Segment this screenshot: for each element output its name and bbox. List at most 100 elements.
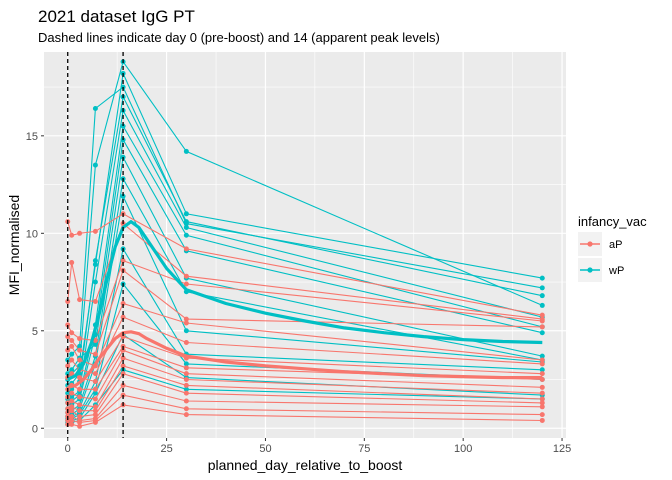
data-point-ap <box>120 382 126 388</box>
data-point-wp <box>539 293 545 299</box>
data-point-ap <box>183 412 189 418</box>
data-point-wp <box>183 386 189 392</box>
x-tick-label: 25 <box>160 443 172 455</box>
y-axis: 0 5 10 15 <box>26 131 44 435</box>
data-point-ap <box>539 412 545 418</box>
y-tick-label: 5 <box>32 326 38 338</box>
data-point-ap <box>77 402 83 408</box>
data-point-ap <box>65 347 71 353</box>
data-point-ap <box>539 324 545 330</box>
data-point-ap <box>65 417 71 423</box>
data-point-ap <box>69 421 75 427</box>
data-point-ap <box>539 400 545 406</box>
legend-dot-ap <box>587 241 593 247</box>
data-point-ap <box>183 406 189 412</box>
data-point-wp <box>120 193 126 199</box>
data-point-ap <box>539 384 545 390</box>
data-point-wp <box>92 106 98 112</box>
smooth-layer <box>66 220 543 389</box>
data-point-ap <box>69 338 75 344</box>
chart-subtitle: Dashed lines indicate day 0 (pre-boost) … <box>38 30 440 45</box>
data-point-ap <box>69 357 75 363</box>
data-point-ap <box>65 363 71 369</box>
smooth-line-wp <box>66 220 543 381</box>
legend: infancy_vac aP wP <box>578 214 647 282</box>
legend-label-wp: wP <box>608 265 624 277</box>
data-point-wp <box>92 261 98 267</box>
data-point-ap <box>183 371 189 377</box>
data-point-ap <box>65 299 71 305</box>
data-point-wp <box>183 148 189 154</box>
data-point-ap <box>183 382 189 388</box>
data-point-ap <box>92 228 98 234</box>
legend-title: infancy_vac <box>578 214 647 229</box>
data-point-ap <box>539 318 545 324</box>
data-point-ap <box>69 343 75 349</box>
data-point-ap <box>183 316 189 322</box>
data-point-wp <box>65 390 71 396</box>
data-point-wp <box>539 275 545 281</box>
data-point-wp <box>539 367 545 373</box>
data-point-ap <box>69 232 75 238</box>
data-point-ap <box>69 371 75 377</box>
data-point-ap <box>539 357 545 363</box>
y-tick-label: 10 <box>26 228 38 240</box>
data-point-ap <box>77 347 83 353</box>
legend-dot-wp <box>587 267 593 273</box>
smooth-line-ap <box>67 330 543 389</box>
data-point-ap <box>77 386 83 392</box>
data-point-ap <box>65 406 71 412</box>
y-tick-label: 0 <box>32 423 38 435</box>
x-tick-label: 100 <box>454 443 472 455</box>
data-point-wp <box>183 219 189 225</box>
data-point-ap <box>77 414 83 420</box>
data-point-ap <box>92 386 98 392</box>
data-point-ap <box>120 258 126 264</box>
data-point-wp <box>92 341 98 347</box>
data-point-ap <box>539 417 545 423</box>
data-point-ap <box>120 355 126 361</box>
data-point-wp <box>77 343 83 349</box>
data-point-ap <box>183 390 189 396</box>
data-point-ap <box>77 408 83 414</box>
data-point-ap <box>183 339 189 345</box>
data-point-wp <box>92 390 98 396</box>
data-point-ap <box>120 300 126 306</box>
data-point-ap <box>92 371 98 377</box>
y-axis-title: MFI_normalised <box>6 195 22 295</box>
data-point-wp <box>539 285 545 291</box>
x-tick-label: 125 <box>553 443 571 455</box>
data-point-ap <box>77 423 83 429</box>
data-point-ap <box>77 336 83 342</box>
data-point-wp <box>539 302 545 308</box>
x-tick-label: 75 <box>358 443 370 455</box>
legend-label-ap: aP <box>609 239 622 251</box>
data-point-wp <box>69 394 75 400</box>
data-point-ap <box>92 396 98 402</box>
data-point-ap <box>65 322 71 328</box>
data-point-ap <box>69 404 75 410</box>
data-point-ap <box>120 371 126 377</box>
data-point-ap <box>183 246 189 252</box>
data-point-ap <box>77 230 83 236</box>
data-point-ap <box>92 338 98 344</box>
data-point-ap <box>183 281 189 287</box>
data-point-ap <box>77 419 83 425</box>
points-layer <box>65 59 545 429</box>
data-point-wp <box>69 367 75 373</box>
data-point-ap <box>92 299 98 305</box>
data-point-ap <box>92 412 98 418</box>
data-point-ap <box>120 363 126 369</box>
data-point-ap <box>69 408 75 414</box>
data-point-ap <box>69 260 75 266</box>
x-tick-label: 0 <box>65 443 71 455</box>
data-point-ap <box>92 419 98 425</box>
chart-title: 2021 dataset IgG PT <box>38 7 195 26</box>
data-point-ap <box>69 398 75 404</box>
data-point-wp <box>69 351 75 357</box>
data-point-ap <box>77 375 83 381</box>
x-axis: 0 25 50 75 100 125 <box>65 438 571 455</box>
data-point-ap <box>77 357 83 363</box>
data-point-wp <box>183 328 189 334</box>
